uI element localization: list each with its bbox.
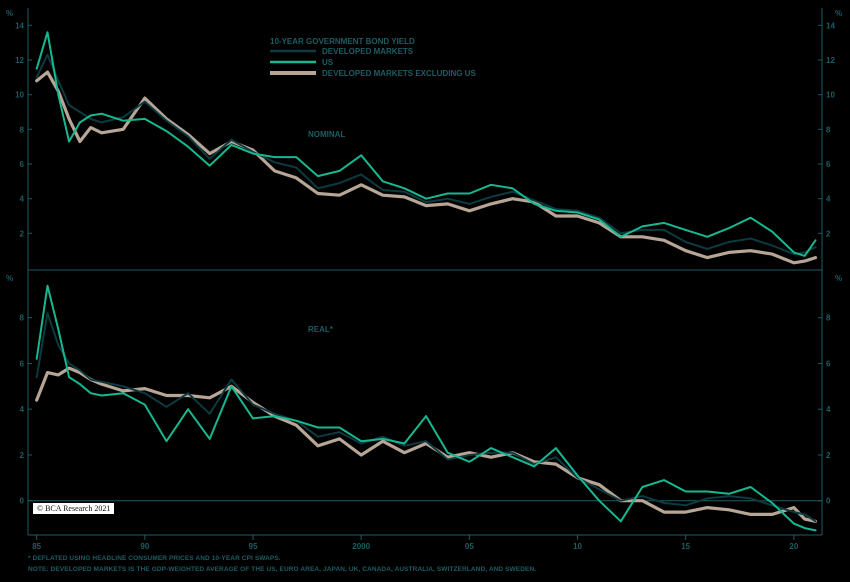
y-tick-label-right: 6 bbox=[826, 160, 831, 169]
y-tick-label-left: 2 bbox=[20, 451, 25, 460]
legend-label-developed: DEVELOPED MARKETS bbox=[322, 47, 414, 56]
legend-label-us: US bbox=[322, 58, 334, 67]
y-tick-label-right: 6 bbox=[826, 359, 831, 368]
x-tick-label: 95 bbox=[249, 542, 258, 551]
y-tick-label-left: 14 bbox=[15, 21, 24, 30]
y-tick-label-left: 8 bbox=[20, 125, 25, 134]
x-tick-label: 20 bbox=[789, 542, 798, 551]
axes: 85 90 95 2000 05 10 15 20 2 2 4 4 6 6 8 8 10 10 12 12 14 14 0 0… bbox=[15, 21, 835, 551]
y-tick-label-left: 6 bbox=[20, 359, 25, 368]
y-tick-label-right: 4 bbox=[826, 195, 831, 204]
series-line-developed-nominal bbox=[35, 53, 817, 256]
panel-label-real: REAL* bbox=[308, 325, 334, 334]
x-tick-label: 2000 bbox=[352, 542, 370, 551]
y-tick-label-left: 0 bbox=[20, 497, 25, 506]
legend: 10-YEAR GOVERNMENT BOND YIELD DEVELOPED … bbox=[270, 37, 476, 78]
y-tick-label-right: 2 bbox=[826, 229, 831, 238]
series-line-dm-ex-us-nominal bbox=[35, 70, 818, 265]
x-tick-label: 10 bbox=[573, 542, 582, 551]
y-tick-label-left: 12 bbox=[15, 56, 24, 65]
y-tick-label-right: 14 bbox=[826, 21, 835, 30]
chart-frame bbox=[27, 8, 823, 536]
x-tick-label: 05 bbox=[465, 542, 474, 551]
y-tick-label-left: 6 bbox=[20, 160, 25, 169]
y-tick-label-right: 2 bbox=[826, 451, 831, 460]
y-tick-label-left: 4 bbox=[20, 195, 25, 204]
y-unit-right-bottom: % bbox=[835, 274, 842, 283]
y-unit-right-top: % bbox=[835, 9, 842, 18]
footnote-note: NOTE: DEVELOPED MARKETS IS THE GDP-WEIGH… bbox=[28, 566, 537, 573]
x-tick-label: 15 bbox=[681, 542, 690, 551]
footnote-deflated: * DEFLATED USING HEADLINE CONSUMER PRICE… bbox=[28, 555, 281, 562]
series-lines bbox=[35, 31, 818, 532]
y-tick-label-left: 4 bbox=[20, 405, 25, 414]
y-tick-label-left: 8 bbox=[20, 314, 25, 323]
y-tick-label-right: 0 bbox=[826, 497, 831, 506]
y-tick-label-right: 10 bbox=[826, 91, 835, 100]
series-line-developed-real bbox=[35, 312, 817, 523]
series-line-us-real bbox=[35, 284, 817, 532]
y-tick-label-right: 8 bbox=[826, 314, 831, 323]
panel-label-nominal: NOMINAL bbox=[308, 130, 345, 139]
y-tick-label-right: 8 bbox=[826, 125, 831, 134]
y-unit-left-bottom: % bbox=[6, 274, 13, 283]
y-tick-label-right: 12 bbox=[826, 56, 835, 65]
copyright-badge: © BCA Research 2021 bbox=[33, 503, 115, 514]
legend-label-dm-ex-us: DEVELOPED MARKETS EXCLUDING US bbox=[322, 69, 476, 78]
series-line-us-nominal bbox=[35, 31, 817, 257]
x-tick-label: 90 bbox=[140, 542, 149, 551]
y-tick-label-left: 2 bbox=[20, 229, 25, 238]
series-line-dm-ex-us-real bbox=[35, 366, 818, 523]
x-tick-label: 85 bbox=[32, 542, 41, 551]
y-unit-left-top: % bbox=[6, 9, 13, 18]
y-tick-label-right: 4 bbox=[826, 405, 831, 414]
chart-title: 10-YEAR GOVERNMENT BOND YIELD bbox=[270, 37, 415, 46]
y-tick-label-left: 10 bbox=[15, 91, 24, 100]
